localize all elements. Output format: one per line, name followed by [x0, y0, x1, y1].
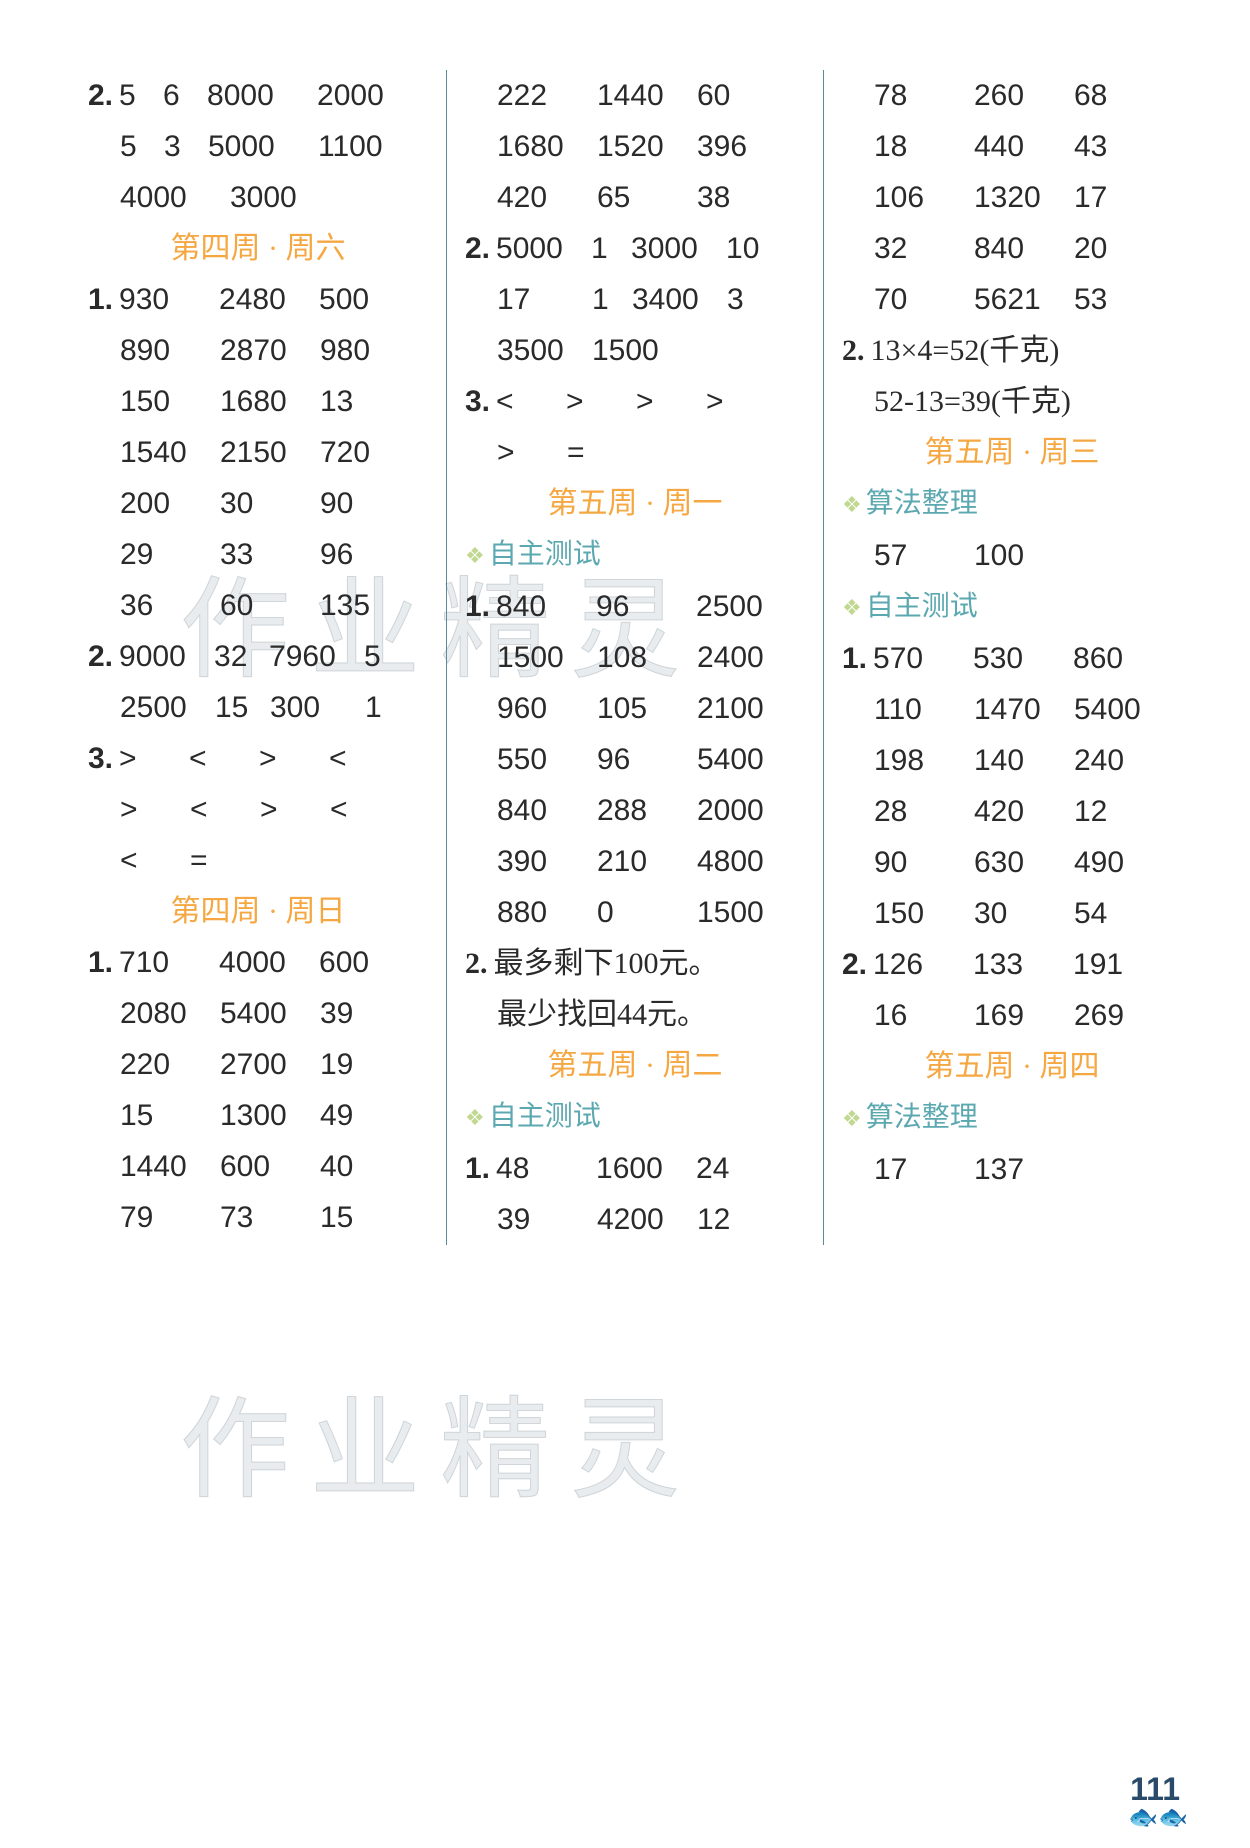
answer-row: 150168013 [88, 376, 428, 427]
week-heading: 第五周 · 周一 [465, 478, 805, 529]
answer-row: 2842012 [842, 786, 1182, 837]
answer-row: 5350001100 [88, 121, 428, 172]
answer-row: 2500153001 [88, 682, 428, 733]
answer-row: 3284020 [842, 223, 1182, 274]
answer-row: 2.5680002000 [88, 70, 428, 121]
section-subheading: 自主测试 [465, 1091, 805, 1143]
answer-row: 293396 [88, 529, 428, 580]
answer-text: 52-13=39(千克) [842, 376, 1182, 427]
answer-row: 57100 [842, 530, 1182, 581]
week-heading: 第五周 · 周二 [465, 1040, 805, 1091]
answer-row: 1503054 [842, 888, 1182, 939]
answer-text: 2.最多剩下100元。 [465, 938, 805, 989]
answer-text: 最少找回44元。 [465, 989, 805, 1040]
answer-row: 15130049 [88, 1090, 428, 1141]
watermark-2: 作业精灵 [180, 1360, 700, 1520]
answer-row: 1.570530860 [842, 633, 1182, 684]
answer-row: 550965400 [465, 734, 805, 785]
answer-row: >= [465, 427, 805, 478]
answer-row: 3.<>>> [465, 376, 805, 427]
answer-row: 8902870980 [88, 325, 428, 376]
answer-row: 17134003 [465, 274, 805, 325]
answer-row: 4206538 [465, 172, 805, 223]
answer-row: 1.48160024 [465, 1143, 805, 1194]
answer-row: 106132017 [842, 172, 1182, 223]
answer-row: 1.840962500 [465, 581, 805, 632]
answer-row: 2.126133191 [842, 939, 1182, 990]
answer-row: ><>< [88, 784, 428, 835]
fish-icon: 🐟🐟 [1128, 1803, 1188, 1832]
answer-row: 3660135 [88, 580, 428, 631]
answer-row: 1844043 [842, 121, 1182, 172]
week-heading: 第四周 · 周日 [88, 886, 428, 937]
page-content: 2.5680002000 5350001100 40003000 第四周 · 周… [0, 0, 1250, 1285]
column-2: 222144060 16801520396 4206538 2.50001300… [447, 70, 823, 1245]
answer-row: 16801520396 [465, 121, 805, 172]
answer-row: 2.50001300010 [465, 223, 805, 274]
answer-row: 15001082400 [465, 632, 805, 683]
answer-row: 17137 [842, 1144, 1182, 1195]
answer-row: 2003090 [88, 478, 428, 529]
answer-row: 2080540039 [88, 988, 428, 1039]
answer-row: 70562153 [842, 274, 1182, 325]
answer-row: 9601052100 [465, 683, 805, 734]
section-subheading: 算法整理 [842, 478, 1182, 530]
answer-row: 797315 [88, 1192, 428, 1243]
answer-row: 88001500 [465, 887, 805, 938]
section-subheading: 算法整理 [842, 1092, 1182, 1144]
answer-row: 40003000 [88, 172, 428, 223]
answer-row: <= [88, 835, 428, 886]
answer-row: 16169269 [842, 990, 1182, 1041]
week-heading: 第五周 · 周三 [842, 427, 1182, 478]
answer-row: 7826068 [842, 70, 1182, 121]
answer-row: 35001500 [465, 325, 805, 376]
answer-row: 11014705400 [842, 684, 1182, 735]
answer-row: 39420012 [465, 1194, 805, 1245]
answer-text: 2.13×4=52(千克) [842, 325, 1182, 376]
answer-row: 2.90003279605 [88, 631, 428, 682]
answer-row: 3902104800 [465, 836, 805, 887]
answer-row: 144060040 [88, 1141, 428, 1192]
answer-row: 1.9302480500 [88, 274, 428, 325]
answer-row: 220270019 [88, 1039, 428, 1090]
answer-row: 15402150720 [88, 427, 428, 478]
section-subheading: 自主测试 [842, 581, 1182, 633]
answer-row: 198140240 [842, 735, 1182, 786]
column-3: 7826068 1844043 106132017 3284020 705621… [824, 70, 1200, 1245]
section-subheading: 自主测试 [465, 529, 805, 581]
answer-row: 8402882000 [465, 785, 805, 836]
week-heading: 第五周 · 周四 [842, 1041, 1182, 1092]
answer-row: 1.7104000600 [88, 937, 428, 988]
week-heading: 第四周 · 周六 [88, 223, 428, 274]
answer-row: 3.><>< [88, 733, 428, 784]
answer-row: 90630490 [842, 837, 1182, 888]
column-1: 2.5680002000 5350001100 40003000 第四周 · 周… [70, 70, 446, 1245]
answer-row: 222144060 [465, 70, 805, 121]
